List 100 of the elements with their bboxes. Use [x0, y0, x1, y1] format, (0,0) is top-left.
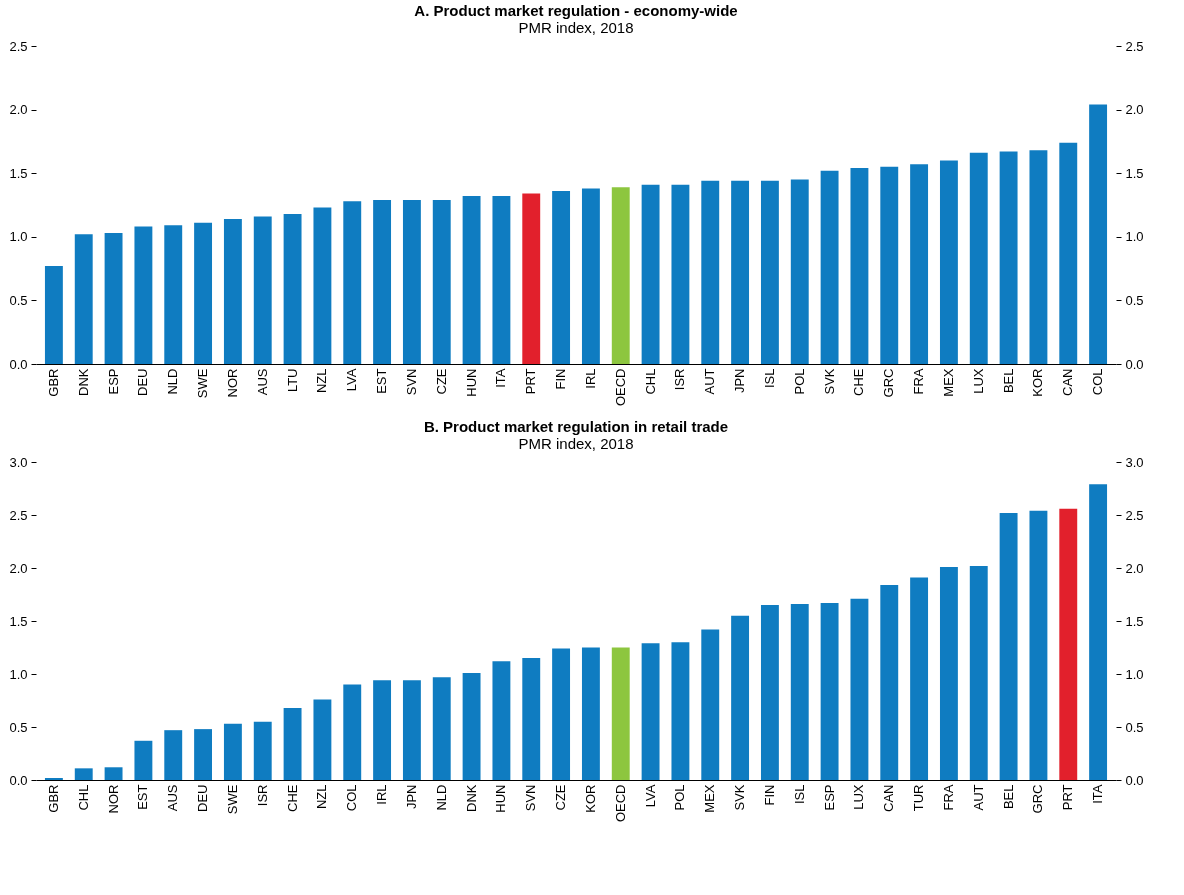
bar — [134, 740, 153, 780]
x-tick-label: POL — [791, 368, 807, 395]
bar — [671, 642, 690, 780]
x-tick-label: CHE — [284, 784, 300, 812]
bar — [313, 207, 332, 364]
x-tick-label: NLD — [165, 368, 181, 395]
x-tick-label: DNK — [75, 368, 91, 396]
y2-tick-label: 2.0 — [1125, 102, 1144, 118]
x-tick-label: CAN — [1060, 368, 1076, 396]
bar — [373, 680, 392, 780]
x-tick-label: LTU — [284, 368, 300, 393]
x-tick-label: KOR — [1030, 368, 1046, 397]
bar — [283, 707, 302, 780]
x-tick-label: GRC — [1030, 784, 1046, 814]
bar — [910, 577, 929, 780]
x-tick-label: BEL — [1000, 368, 1016, 394]
bar — [522, 193, 541, 364]
x-tick-label: MEX — [940, 368, 956, 397]
bar — [104, 767, 123, 780]
y-tick-label: 0.0 — [9, 356, 28, 372]
x-tick-label: AUS — [165, 784, 181, 812]
bar — [522, 658, 541, 780]
x-tick-label: OECD — [612, 784, 628, 823]
y2-tick-label: 0.0 — [1125, 356, 1144, 372]
x-tick-label: FRA — [940, 784, 956, 811]
x-tick-label: IRL — [374, 784, 390, 805]
y2-tick-label: 0.5 — [1125, 719, 1144, 735]
bar — [820, 602, 839, 780]
x-tick-label: CHL — [642, 368, 658, 395]
x-tick-label: AUT — [970, 784, 986, 811]
bar — [611, 647, 630, 780]
y-tick-label: 1.5 — [9, 613, 28, 629]
x-tick-label: LUX — [851, 784, 867, 810]
x-tick-label: SWE — [195, 368, 211, 399]
x-tick-label: PRT — [523, 368, 539, 395]
bar — [1059, 142, 1078, 364]
x-tick-label: IRL — [582, 368, 598, 389]
bar — [44, 266, 63, 364]
x-tick-label: EST — [135, 784, 151, 810]
x-tick-label: SVN — [523, 784, 539, 812]
x-tick-label: NLD — [433, 784, 449, 811]
y2-tick-label: 1.0 — [1125, 666, 1144, 682]
x-tick-label: POL — [672, 784, 688, 811]
bar — [283, 213, 302, 364]
bar — [1059, 508, 1078, 780]
y-tick-label: 2.5 — [9, 507, 28, 523]
x-tick-label: NZL — [314, 784, 330, 810]
y2-tick-label: 2.0 — [1125, 560, 1144, 576]
bar — [552, 191, 571, 364]
y-tick-label: 1.5 — [9, 165, 28, 181]
bar — [343, 201, 362, 364]
x-tick-label: COL — [344, 784, 360, 812]
y2-tick-label: 0.5 — [1125, 292, 1144, 308]
bar — [1089, 484, 1108, 780]
bar — [194, 222, 213, 364]
bar — [313, 699, 332, 780]
x-tick-label: TUR — [911, 784, 927, 812]
bar — [223, 218, 242, 364]
x-tick-label: GBR — [45, 368, 61, 397]
x-tick-label: EST — [374, 368, 390, 394]
bar — [223, 723, 242, 780]
x-tick-label: GRC — [881, 368, 897, 398]
y-tick-label: 1.0 — [9, 666, 28, 682]
chart-title: B. Product market regulation in retail trade — [423, 418, 729, 435]
y2-tick-label: 2.5 — [1125, 38, 1144, 54]
x-tick-label: FIN — [553, 368, 569, 390]
x-tick-label: LUX — [970, 368, 986, 394]
x-tick-label: NZL — [314, 368, 330, 394]
y-tick-label: 3.0 — [9, 454, 28, 470]
x-tick-label: DEU — [195, 784, 211, 812]
bar — [343, 684, 362, 780]
bar — [581, 188, 600, 364]
bar — [850, 598, 869, 780]
chart-subtitle: PMR index, 2018 — [518, 435, 634, 452]
x-tick-label: ISR — [254, 784, 270, 807]
bar — [939, 566, 958, 780]
bar — [641, 184, 660, 364]
bar — [492, 661, 511, 780]
x-tick-label: CAN — [881, 784, 897, 812]
bar — [462, 672, 481, 780]
x-tick-label: OECD — [612, 368, 628, 407]
x-tick-label: DNK — [463, 784, 479, 812]
y-tick-label: 1.0 — [9, 229, 28, 245]
chart-title: A. Product market regulation - economy-wide — [414, 2, 738, 19]
x-tick-label: ITA — [1090, 784, 1106, 804]
bar — [432, 199, 451, 364]
bar — [1089, 104, 1108, 364]
x-tick-label: JPN — [403, 784, 419, 810]
y-tick-label: 2.5 — [9, 38, 28, 54]
x-tick-label: CZE — [433, 368, 449, 395]
x-tick-label: FIN — [761, 784, 777, 806]
y2-tick-label: 1.0 — [1125, 229, 1144, 245]
y-tick-label: 2.0 — [9, 560, 28, 576]
x-tick-label: ESP — [105, 368, 121, 395]
bar — [581, 647, 600, 780]
bar — [253, 721, 272, 780]
x-tick-label: SVK — [732, 784, 748, 811]
bar — [402, 680, 421, 780]
x-tick-label: HUN — [463, 368, 479, 397]
x-tick-label: ISR — [672, 368, 688, 391]
